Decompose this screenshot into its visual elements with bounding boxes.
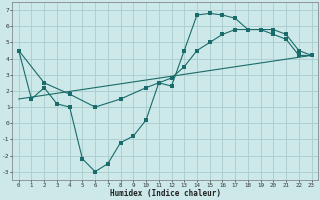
X-axis label: Humidex (Indice chaleur): Humidex (Indice chaleur) [110,189,220,198]
